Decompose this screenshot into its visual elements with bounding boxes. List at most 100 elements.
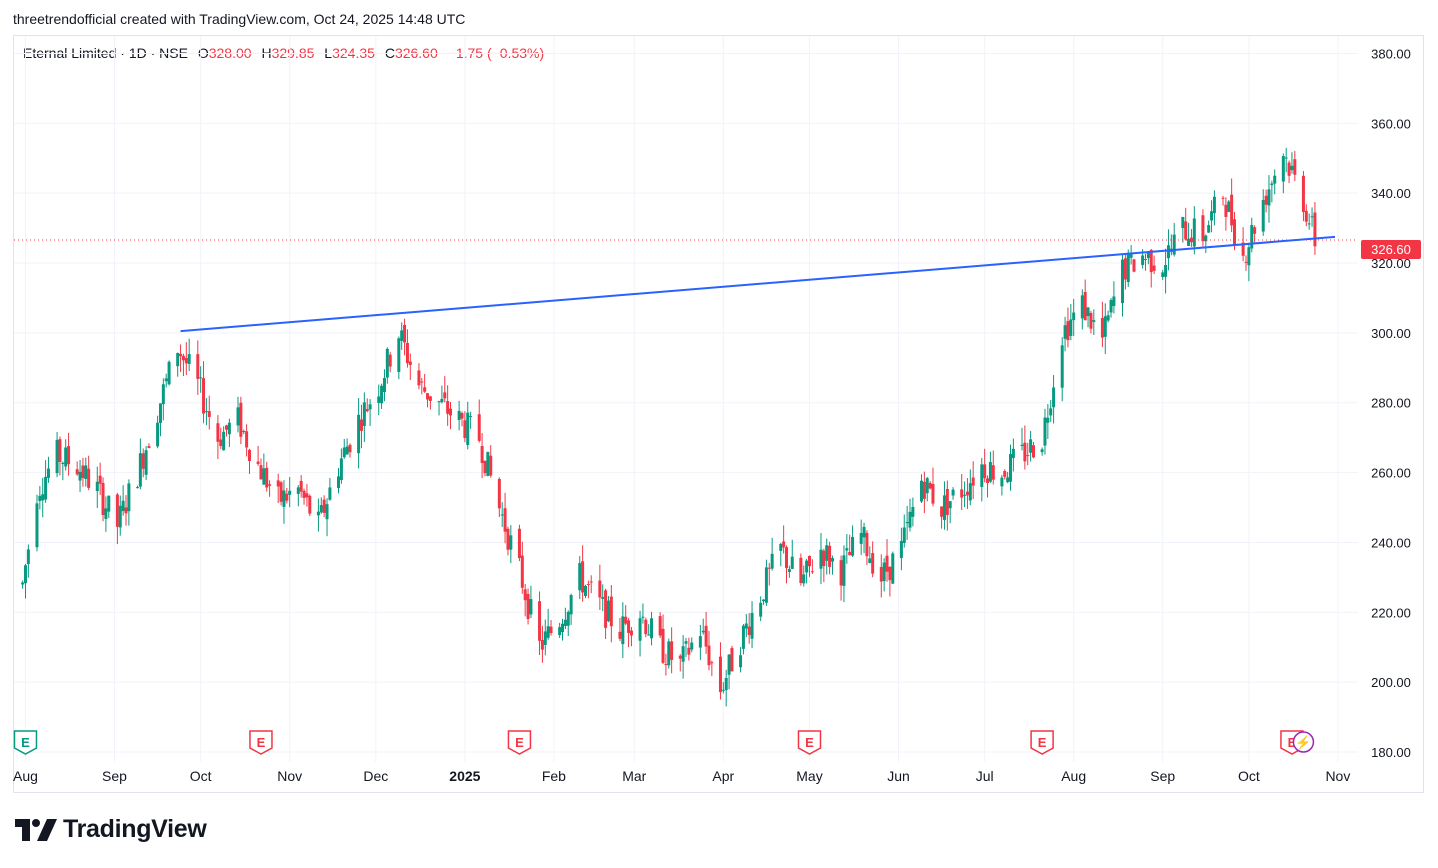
candle-body [247,449,251,461]
y-tick-label: 320.00 [1371,256,1411,271]
candle-body [44,476,48,500]
candle-body [1267,189,1271,206]
candle-body [199,377,203,379]
candle-body [1063,325,1067,339]
candle-body [983,464,987,479]
candle-body [460,413,464,419]
candle-body [196,354,200,379]
candle-body [337,476,341,488]
y-tick-label: 340.00 [1371,186,1411,201]
candle-body [988,462,992,482]
candle-body [1204,235,1208,242]
earnings-event-icon[interactable] [1030,730,1054,755]
candle-body [871,553,875,574]
candle-body [830,558,834,562]
candle-body [55,439,59,474]
candle-body [845,548,849,551]
dividend-event-icon[interactable] [1292,731,1315,753]
y-tick-label: 180.00 [1371,745,1411,760]
candle-body [1310,216,1314,218]
candle-body [138,453,142,487]
candle-body [601,597,605,599]
candle-body [1083,291,1087,321]
candle-body [1247,247,1251,266]
candle-body [942,495,946,520]
candle-body [147,446,151,449]
event-label: ⚡ [1295,735,1311,751]
y-tick-label: 280.00 [1371,396,1411,411]
candle-body [437,401,441,403]
candle-body [549,626,553,634]
x-tick-label: Jun [887,768,910,784]
candle-body [279,482,283,502]
grid-lines [14,36,1358,762]
candle-body [888,566,892,581]
candle-body [546,626,550,638]
candle-body [141,453,145,469]
candle-body [810,571,814,573]
candle-body [41,494,45,501]
candle-body [380,385,384,404]
candle-body [405,342,409,364]
candle-body [84,465,88,479]
candle-body [767,567,771,569]
candle-body [629,630,633,636]
candle-body [678,655,682,659]
y-tick-label: 380.00 [1371,46,1411,61]
candle-body [118,505,122,528]
candle-body [701,630,705,633]
candle-body [256,461,260,464]
candle-body [144,450,148,475]
earnings-event-icon[interactable] [249,730,273,755]
candle-body [1189,237,1193,243]
earnings-event-icon[interactable] [13,730,38,755]
candle-body [799,557,803,584]
candle-body [782,541,786,548]
candle-body [179,353,183,357]
candle-body [899,540,903,558]
candle-body [779,543,783,551]
candle-body [1261,200,1265,232]
candle-body [727,654,731,675]
candle-body [1164,265,1168,277]
candle-body [1023,442,1027,462]
candle-body [176,353,180,367]
candle-body [566,611,570,626]
candle-body [506,528,510,550]
candle-body [265,467,269,488]
earnings-event-icon[interactable] [507,730,532,755]
candle-body [770,553,774,569]
candle-body [1281,156,1285,182]
candle-body [156,422,160,447]
candle-body [296,487,300,494]
candle-body [509,535,513,550]
candle-body [828,545,832,567]
candle-body [650,618,654,639]
y-tick-label: 300.00 [1371,326,1411,341]
candle-body [1092,320,1096,322]
candle-body [500,514,504,516]
event-label: E [21,735,30,750]
candle-body [127,483,131,512]
candle-body [403,324,407,343]
candle-body [1000,477,1004,487]
trendline[interactable] [180,235,1336,333]
earnings-event-icon[interactable] [797,730,822,755]
candle-body [885,555,889,572]
candle-body [558,627,562,636]
candle-body [741,625,745,649]
x-tick-label: May [796,768,822,784]
candle-body [718,656,722,693]
event-label: E [1038,735,1047,750]
candle-body [489,455,493,476]
candle-body [563,619,567,626]
candle-body [805,560,809,573]
candle-body [1126,252,1130,283]
tradingview-logo-icon [15,818,57,841]
candle-body [986,478,990,484]
candle-body [922,481,926,499]
candle-body [348,444,352,453]
candle-body [245,431,249,448]
candle-body [1221,197,1225,199]
